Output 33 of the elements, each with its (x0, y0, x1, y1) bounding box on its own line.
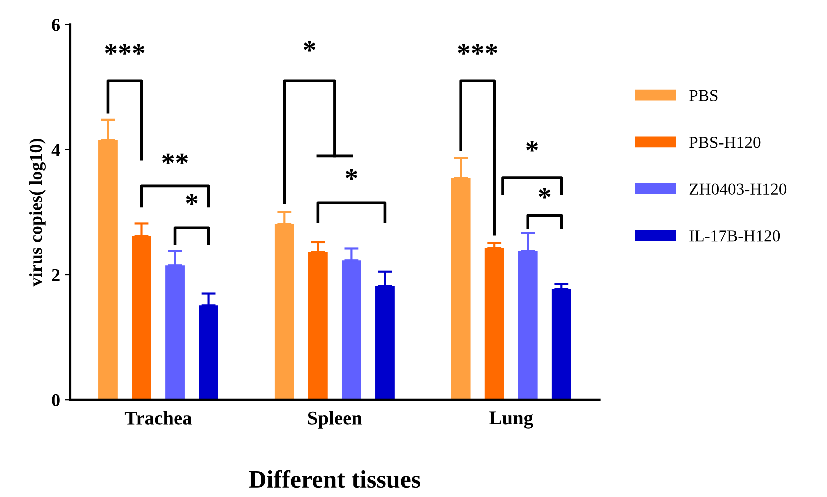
bar (98, 140, 118, 400)
legend-label: ZH0403-H120 (690, 184, 787, 195)
annotation: * (304, 41, 316, 52)
y-tick-label: 2 (52, 269, 60, 282)
bar (199, 306, 218, 400)
bar (342, 260, 362, 400)
bar (274, 224, 294, 400)
annotation: * (346, 169, 358, 180)
bar (376, 286, 395, 400)
annotation: *** (105, 44, 145, 55)
y-tick-label: 6 (52, 19, 60, 32)
bar (451, 178, 471, 400)
legend-label: IL-17B-H120 (690, 230, 780, 242)
legend-label: PBS-H120 (690, 136, 761, 148)
x-tick-label: Lung (490, 412, 534, 429)
annotation: * (539, 188, 551, 199)
bar (552, 289, 572, 400)
bar (132, 236, 152, 400)
annotation: * (526, 141, 538, 152)
bar (518, 251, 538, 400)
y-tick-label: 4 (52, 144, 60, 156)
bar (166, 266, 185, 400)
x-tick-label: Spleen (308, 411, 362, 429)
bar (308, 252, 328, 400)
annotation: * (186, 194, 198, 205)
bar (484, 248, 504, 400)
annotation: *** (458, 44, 498, 55)
y-tick-label: 0 (52, 394, 60, 407)
y-axis-title: virus copies( log10) (29, 139, 46, 287)
x-tick-label: Trachea (124, 411, 192, 425)
x-axis-title: Different tissues (249, 470, 421, 488)
legend-label: PBS (690, 90, 718, 102)
annotation: ** (162, 154, 188, 164)
